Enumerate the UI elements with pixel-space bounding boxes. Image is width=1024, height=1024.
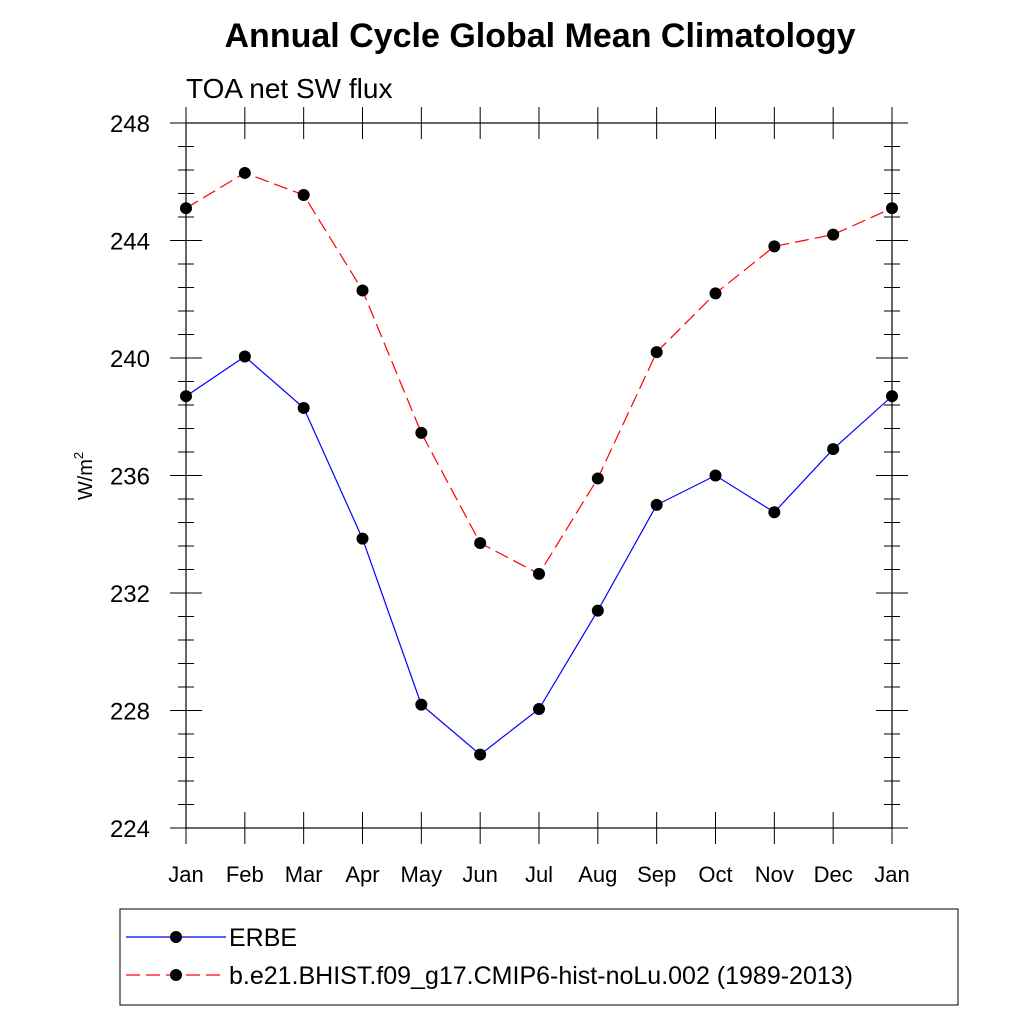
y-tick-labels: 224 228 232 236 240 244 248	[110, 111, 150, 843]
y-axis-label-text: W/m	[75, 459, 97, 500]
x-tick-label: Mar	[285, 862, 323, 887]
series-point-0	[591, 604, 604, 617]
series-point-1	[356, 284, 369, 297]
series-line-1	[185, 172, 893, 575]
x-tick-label: Sep	[637, 862, 676, 887]
series-point-1	[768, 240, 781, 253]
x-tick-label: Feb	[226, 862, 264, 887]
series-point-0	[709, 469, 722, 482]
legend-entries: ERBE b.e21.BHIST.f09_g17.CMIP6-hist-noLu.…	[126, 924, 853, 990]
y-tick-label: 244	[110, 229, 150, 256]
legend: ERBE b.e21.BHIST.f09_g17.CMIP6-hist-noLu.…	[119, 908, 959, 1006]
y-axis-label-superscript: 2	[71, 452, 86, 459]
y-tick-label: 232	[110, 581, 150, 608]
x-tick-label: Jul	[525, 862, 553, 887]
x-tick-label: Aug	[578, 862, 617, 887]
x-tick-labels: Jan Feb Mar Apr May Jun Jul Aug Sep Oct Nov Dec Jan	[168, 862, 909, 887]
series-point-0	[238, 350, 251, 363]
series-point-1	[650, 346, 663, 359]
y-tick-label: 240	[110, 346, 150, 373]
plot-frame	[185, 122, 893, 829]
legend-label-1: b.e21.BHIST.f09_g17.CMIP6-hist-noLu.002 …	[229, 962, 853, 990]
y-tick-label: 228	[110, 699, 150, 726]
chart-title: Annual Cycle Global Mean Climatology	[225, 17, 856, 55]
series-point-1	[297, 188, 310, 201]
legend-marker-0	[170, 931, 182, 943]
series-point-0	[768, 506, 781, 519]
x-tick-label: Oct	[698, 862, 732, 887]
series-point-1	[238, 166, 251, 179]
series-point-0	[827, 443, 840, 456]
series-point-1	[709, 287, 722, 300]
svg-text:W/m2: W/m2	[71, 452, 97, 500]
series-point-1	[533, 567, 545, 580]
axis-ticks	[170, 107, 908, 844]
legend-marker-1	[170, 969, 182, 981]
x-tick-label: Jan	[168, 862, 203, 887]
series-layer	[180, 166, 898, 761]
x-tick-label: May	[401, 862, 443, 887]
y-axis-label: W/m2	[71, 452, 97, 500]
y-tick-label: 224	[110, 816, 150, 843]
chart-subtitle: TOA net SW flux	[186, 73, 392, 104]
x-tick-label: Jan	[874, 862, 909, 887]
series-point-0	[533, 703, 545, 716]
x-tick-label: Dec	[814, 862, 853, 887]
legend-box	[119, 908, 959, 1006]
series-point-0	[474, 748, 487, 761]
x-tick-label: Nov	[755, 862, 794, 887]
series-point-1	[827, 228, 840, 241]
series-point-0	[415, 698, 428, 711]
legend-label-0: ERBE	[229, 924, 297, 952]
y-tick-label: 236	[110, 464, 150, 491]
series-point-0	[356, 532, 369, 545]
y-tick-label: 248	[110, 111, 150, 138]
series-point-1	[591, 472, 604, 485]
x-tick-label: Jun	[462, 862, 497, 887]
x-tick-label: Apr	[345, 862, 379, 887]
series-point-1	[415, 426, 428, 439]
series-point-1	[474, 537, 487, 550]
series-point-0	[650, 498, 663, 511]
series-point-0	[297, 401, 310, 414]
series-line-0	[185, 355, 893, 756]
